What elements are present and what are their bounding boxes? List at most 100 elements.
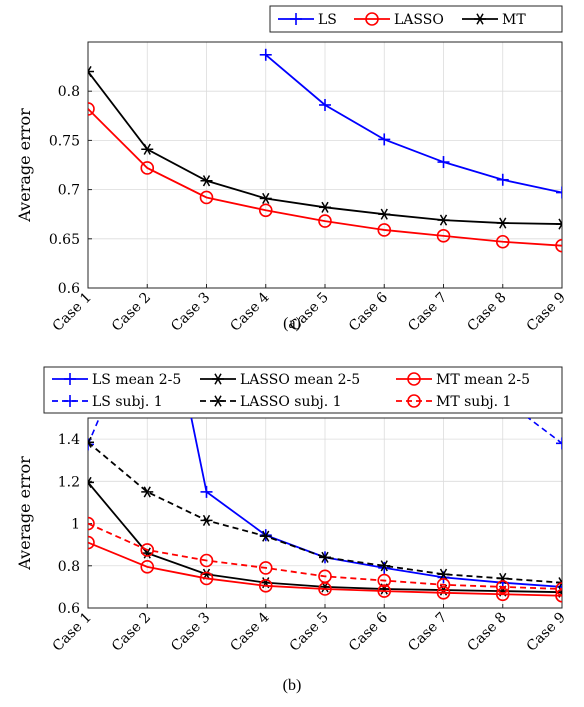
legend-marker [64,373,76,385]
legend: LS mean 2-5 LASSO mean 2-5 MT mean 2-5 LS s… [43,366,563,414]
series-lasso-subj-1 [88,436,562,589]
legend-item: LS mean 2-5 [52,372,181,388]
series-ls [259,48,562,199]
data-point [259,192,272,205]
data-point [140,543,155,557]
legend-item: LS [278,12,337,28]
data-point [377,223,392,237]
data-point [378,208,391,220]
legend-marker [474,13,486,25]
x-tick-label: Case 9 [524,290,569,335]
y-tick-label: 0.6 [58,281,80,297]
x-tick-label: Case 3 [168,290,213,335]
y-tick-label: 0.8 [58,559,80,575]
data-point [258,203,273,218]
series-line [88,418,101,445]
x-tick-label: Case 8 [464,290,509,335]
legend-marker [64,395,76,407]
legend-marker [212,395,224,407]
data-point [555,582,562,596]
data-point [495,587,510,602]
data-point [88,436,94,448]
legend-item: MT mean 2-5 [396,372,530,388]
x-tick-label: Case 9 [524,610,569,655]
legend-marker [407,394,421,408]
legend-item: LASSO mean 2-5 [200,372,360,388]
data-point [555,588,562,603]
data-point [378,133,391,146]
data-point [200,485,213,498]
x-tick-label: Case 6 [346,609,391,654]
series-mt [88,65,562,230]
data-point [88,535,95,550]
series-line [527,418,562,444]
data-point [495,234,510,249]
x-tick-label: Case 7 [405,610,450,655]
legend-item: MT subj. 1 [396,394,511,410]
data-point [319,201,331,213]
data-point [437,568,450,580]
data-point [555,238,562,253]
data-point [378,561,391,574]
data-point [436,577,451,592]
x-tick-label: Case 2 [109,290,154,335]
x-tick-label: Case 3 [168,610,213,655]
legend-label: LS [318,12,337,28]
series-mt-mean-2-5 [88,535,562,603]
legend-item: LASSO [354,12,444,28]
x-tick-label: Case 8 [464,610,509,655]
data-point [258,561,273,575]
x-tick-label: Case 6 [346,289,391,334]
series-line [88,541,562,597]
y-tick-label: 0.8 [58,84,80,100]
series-ls-mean-2-5 [190,418,562,593]
series-line [265,54,562,194]
legend-item: LS subj. 1 [52,394,163,410]
data-point [88,516,95,531]
series-lasso [88,102,562,253]
legend-label: LASSO subj. 1 [240,394,342,410]
data-point [318,214,332,228]
data-point [88,102,95,116]
data-point [88,65,94,78]
data-point [319,98,331,111]
y-tick-label: 1.4 [58,432,80,448]
panel-caption: (b) [283,677,302,694]
data-point [496,217,509,229]
y-axis-label: Average error [15,456,34,571]
panel-caption: (a) [283,315,301,332]
legend: LS LASSO MT [269,5,563,33]
series-line [88,108,562,247]
data-point [140,560,155,574]
legend-marker [365,12,379,26]
legend-marker [212,373,224,385]
series-mt-subj-1 [88,516,562,596]
x-tick-label: Case 5 [287,610,332,655]
legend-label: LS subj. 1 [92,394,163,410]
data-point [556,186,562,199]
legend-marker [290,13,302,25]
y-axis-label: Average error [15,108,34,223]
y-tick-label: 0.7 [58,183,80,199]
plot-area [88,48,562,253]
legend-marker [407,372,421,386]
data-point [258,579,273,593]
data-point [140,161,155,175]
series-line [88,522,562,590]
data-point [200,514,213,526]
x-tick-label: Case 2 [109,610,154,655]
data-point [436,585,451,600]
data-point [141,143,154,155]
data-point [378,560,391,572]
grid [87,418,563,609]
grid [87,42,563,289]
x-tick-label: Case 4 [227,289,272,334]
legend-item: LASSO subj. 1 [200,394,342,410]
series-line [190,418,562,588]
data-point [259,48,272,61]
legend-label: LS mean 2-5 [92,372,181,388]
data-point [319,551,331,563]
data-point [88,476,94,488]
y-tick-label: 1 [71,517,80,533]
